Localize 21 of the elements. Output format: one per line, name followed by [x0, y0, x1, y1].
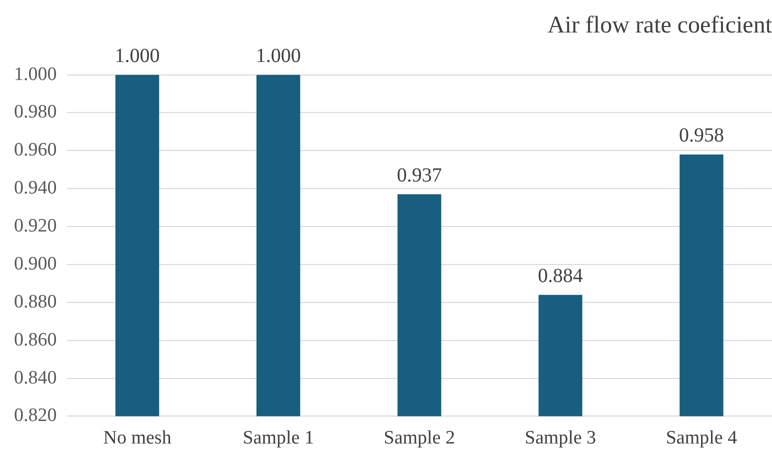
y-tick-label: 0.820 [14, 405, 57, 426]
y-tick-label: 0.840 [14, 367, 57, 388]
data-label: 0.884 [538, 265, 583, 288]
y-tick-label: 0.860 [14, 329, 57, 350]
y-tick-label: 0.960 [14, 140, 57, 161]
y-tick-label: 0.940 [14, 178, 57, 199]
x-tick-label: Sample 4 [666, 428, 738, 449]
y-tick-label: 0.880 [14, 291, 57, 312]
x-tick-label: Sample 2 [384, 428, 455, 449]
x-tick-label: Sample 3 [524, 428, 596, 449]
chart-title: Air flow rate coeficient [547, 12, 772, 39]
data-label: 0.937 [396, 164, 442, 187]
y-tick-label: 0.980 [14, 102, 57, 123]
y-tick-label: 0.920 [14, 216, 57, 237]
y-tick-label: 0.900 [14, 253, 57, 274]
data-label: 0.958 [678, 124, 724, 147]
x-tick-label: Sample 1 [242, 428, 314, 449]
data-label: 1.000 [256, 45, 301, 68]
y-tick-label: 1.000 [14, 64, 57, 85]
data-label: 1.000 [114, 45, 160, 68]
x-tick-label: No mesh [103, 428, 172, 449]
